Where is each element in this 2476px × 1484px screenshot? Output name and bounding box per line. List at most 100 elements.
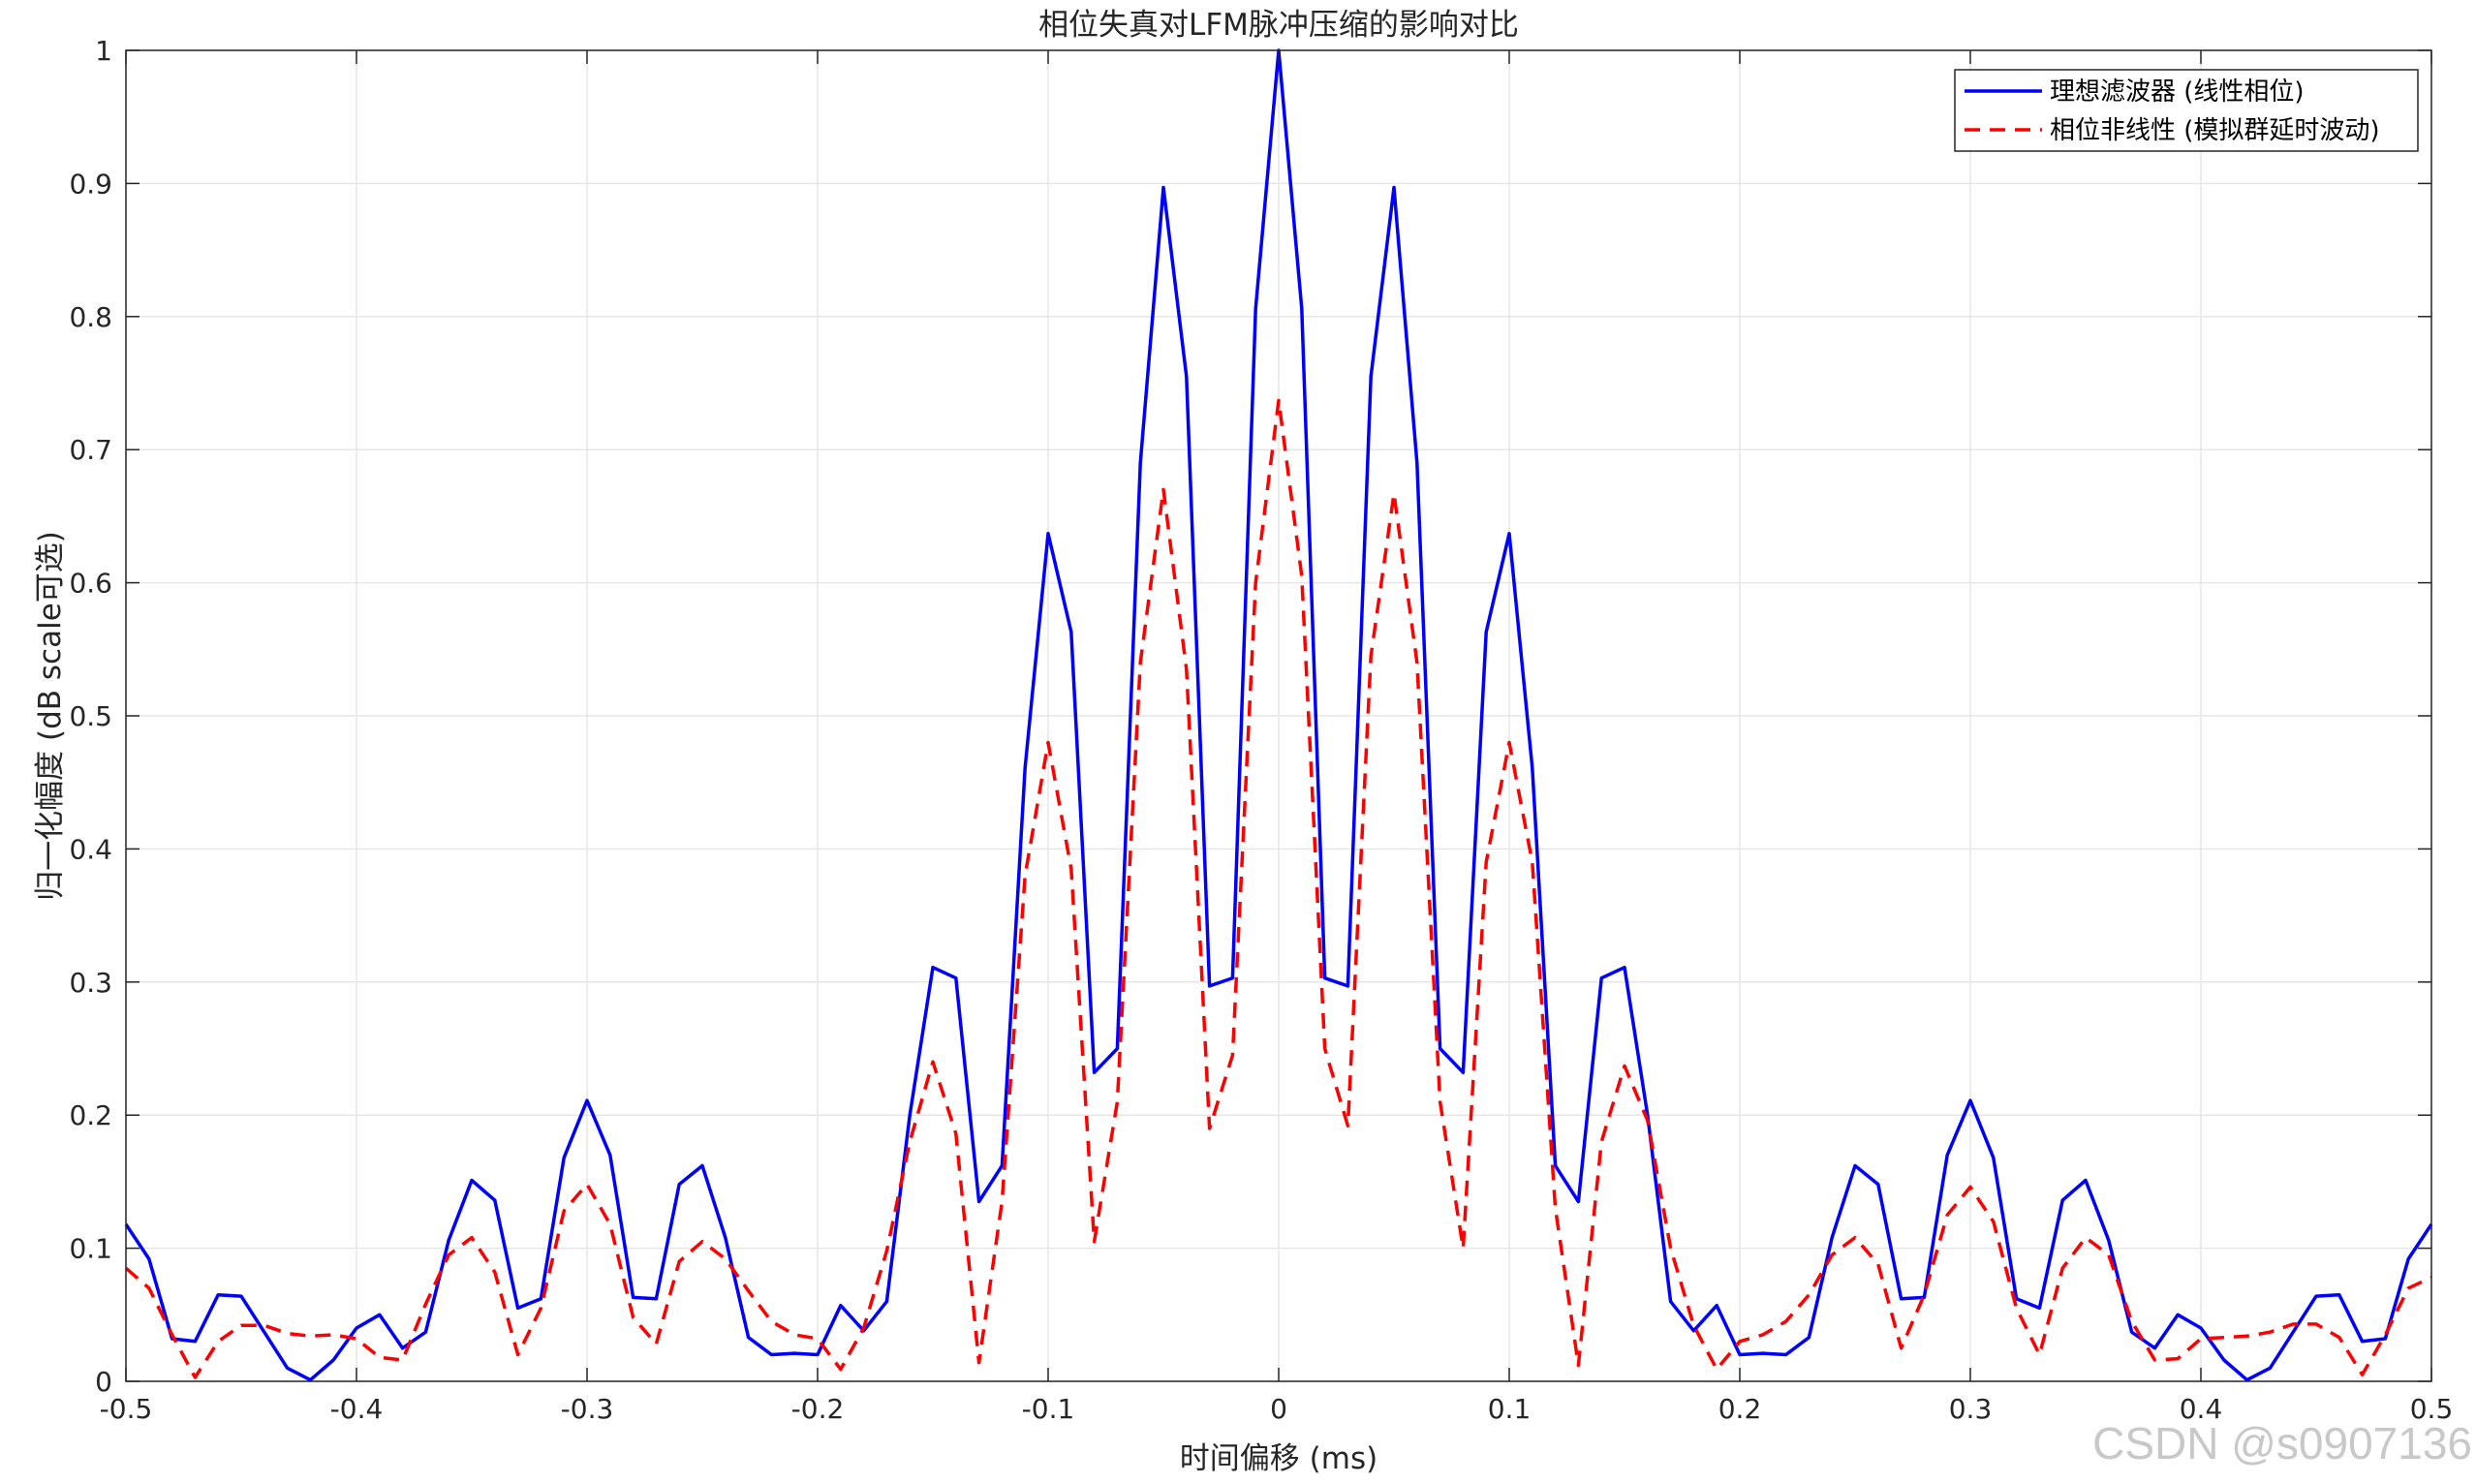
data-point [932, 966, 935, 969]
data-point [332, 1359, 335, 1362]
data-point [1208, 1127, 1211, 1129]
x-tick-label: -0.5 [100, 1393, 153, 1425]
data-point [1415, 461, 1418, 464]
data-point [1462, 1247, 1465, 1250]
data-point [286, 1367, 289, 1370]
data-point [1047, 532, 1050, 535]
data-point [1370, 655, 1373, 658]
data-point [356, 1327, 358, 1330]
data-point [1139, 461, 1142, 464]
data-point [2315, 1295, 2318, 1298]
data-point [356, 1338, 358, 1341]
y-tick-label: 1 [95, 35, 112, 67]
data-point [1761, 1333, 1764, 1336]
data-point [1300, 307, 1303, 310]
data-point [1024, 874, 1027, 877]
data-point [1808, 1293, 1811, 1296]
data-point [378, 1314, 381, 1316]
legend-label-ideal: 理想滤波器 (线性相位) [2050, 77, 2305, 107]
y-tick-label: 0.9 [69, 168, 112, 200]
data-point [1093, 1071, 1096, 1074]
data-point [678, 1183, 681, 1186]
data-point [1831, 1253, 1834, 1256]
data-point [1185, 667, 1188, 670]
data-point [1969, 1186, 1972, 1189]
data-point [263, 1331, 265, 1334]
data-point [2177, 1357, 2180, 1360]
data-point [424, 1303, 427, 1306]
data-point [1208, 984, 1211, 987]
data-point [2107, 1239, 2110, 1242]
data-point [1692, 1324, 1695, 1327]
data-point [1876, 1183, 1879, 1186]
y-axis-label: 归一化幅度 (dB scale可选) [33, 531, 68, 901]
data-point [1485, 861, 1488, 864]
data-point [608, 1222, 611, 1225]
data-point [448, 1253, 450, 1256]
data-point [1784, 1320, 1787, 1323]
data-point [309, 1335, 312, 1338]
data-point [1646, 1119, 1649, 1122]
data-point [1346, 1125, 1349, 1128]
data-point [724, 1257, 727, 1260]
data-point [1254, 581, 1257, 584]
data-point [516, 1307, 519, 1310]
legend-box [1954, 69, 2419, 152]
data-point [1370, 375, 1373, 378]
data-point [2130, 1320, 2133, 1323]
data-point [1831, 1236, 1834, 1239]
data-point [2269, 1367, 2272, 1370]
data-point [2292, 1331, 2295, 1334]
data-point [2085, 1236, 2088, 1239]
data-point [1739, 1340, 1742, 1343]
data-point [839, 1304, 842, 1307]
data-point [2337, 1293, 2340, 1296]
data-point [194, 1376, 197, 1378]
data-point [147, 1257, 150, 1260]
data-point [1808, 1336, 1811, 1339]
data-point [1624, 1065, 1626, 1067]
data-point [678, 1260, 681, 1263]
data-point [1024, 766, 1027, 769]
data-point [1923, 1293, 1926, 1296]
data-point [1900, 1297, 1903, 1300]
data-point [493, 1199, 496, 1202]
data-point [2337, 1336, 2340, 1339]
data-point [2061, 1267, 2064, 1270]
y-tick-label: 0.4 [69, 833, 112, 865]
data-point [1116, 1047, 1119, 1050]
data-point [977, 1361, 980, 1364]
data-point [1162, 488, 1165, 491]
x-tick-label: -0.1 [1022, 1393, 1075, 1425]
data-point [493, 1271, 496, 1274]
data-point [1393, 492, 1396, 495]
data-point [954, 976, 957, 979]
data-point [2269, 1331, 2272, 1334]
y-tick-label: 0.1 [69, 1233, 112, 1265]
data-point [2384, 1333, 2387, 1336]
data-point [2407, 1257, 2410, 1260]
legend-label-nonlinear: 相位非线性 (模拟群延时波动) [2050, 116, 2380, 145]
data-point [2107, 1253, 2110, 1256]
y-tick-label: 0.7 [69, 434, 112, 466]
data-point [2222, 1359, 2225, 1362]
data-point [1346, 984, 1349, 987]
data-point [932, 1061, 935, 1064]
data-point [747, 1336, 750, 1339]
data-point [401, 1359, 404, 1362]
x-tick-label: 0.2 [1718, 1393, 1762, 1425]
data-point [1116, 1100, 1119, 1103]
ticks: -0.5 -0.4 -0.3 -0.2 -0.1 0 0.1 0.2 0.3 0.4 0.5 0 0.1… [69, 35, 2453, 1425]
data-point [1439, 1047, 1441, 1050]
data-point [770, 1353, 773, 1356]
data-point [563, 1157, 566, 1159]
data-point [1946, 1214, 1949, 1217]
data-point [2361, 1374, 2364, 1376]
data-point [1554, 1164, 1557, 1167]
data-point [1900, 1346, 1903, 1349]
x-tick-label: -0.2 [791, 1393, 845, 1425]
data-point [770, 1320, 773, 1323]
data-point [2384, 1338, 2387, 1341]
y-tick-label: 0.3 [69, 967, 112, 999]
